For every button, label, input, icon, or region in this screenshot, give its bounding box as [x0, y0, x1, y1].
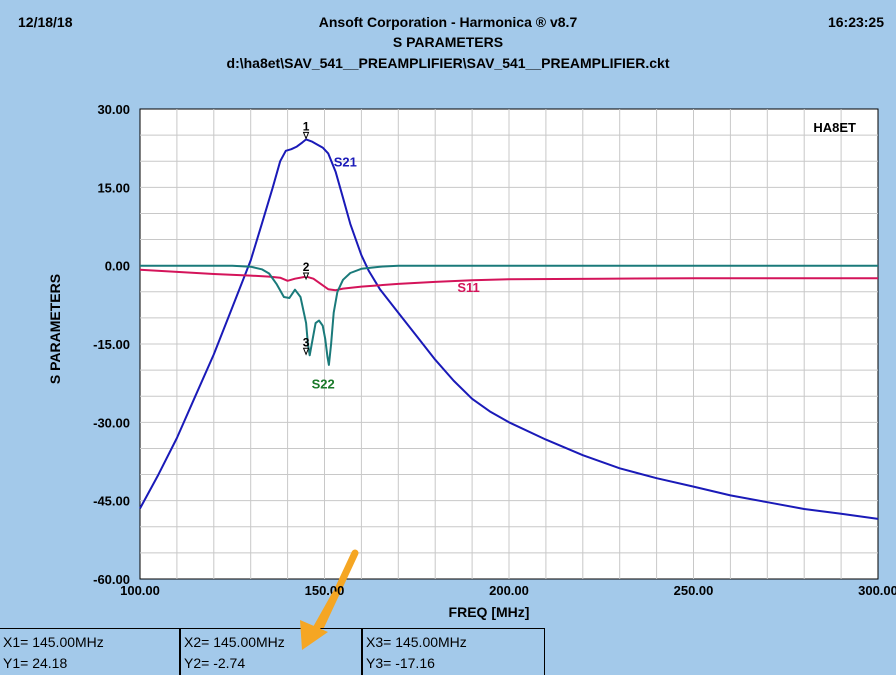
grid-lines [140, 109, 878, 579]
label-group: S21 S11 S22 [312, 154, 480, 391]
marker-3-label: 3 [303, 335, 310, 349]
x-axis-label: FREQ [MHz] [449, 604, 530, 620]
marker-2-x: X2= 145.00MHz [184, 634, 285, 650]
x-tick-label: 150.00 [305, 583, 345, 598]
marker-2-readout: X2= 145.00MHz Y2= -2.74 [180, 628, 362, 675]
app-title: Ansoft Corporation - Harmonica ® v8.7 [318, 14, 578, 30]
time-label: 16:23:25 [827, 14, 884, 30]
series-group [139, 138, 879, 520]
date-label: 12/18/18 [18, 14, 73, 30]
x-tick-label: 300.00 [858, 583, 896, 598]
x-tick-label: 250.00 [674, 583, 714, 598]
chart-annotation: HA8ET [813, 120, 856, 135]
marker-2-y: Y2= -2.74 [184, 655, 246, 671]
marker-group: 1 2 3 [302, 119, 310, 356]
series-line-s11 [139, 268, 878, 292]
marker-1-label: 1 [303, 119, 310, 133]
marker-3-readout: X3= 145.00MHz Y3= -17.16 [362, 628, 545, 675]
y-tick-label: -30.00 [93, 415, 130, 430]
y-tick-label: -15.00 [93, 337, 130, 352]
y-axis-label: S PARAMETERS [47, 274, 63, 384]
s-parameter-chart: 1 2 3 S21 S11 S22 HA8ET FREQ [MHz] S PARAMET… [47, 102, 896, 628]
marker-3-y: Y3= -17.16 [366, 655, 435, 671]
marker-3-x: X3= 145.00MHz [366, 634, 467, 650]
marker-1-y: Y1= 24.18 [3, 655, 68, 671]
y-tick-label: 30.00 [97, 102, 130, 117]
series-label-s21: S21 [334, 154, 357, 169]
y-tick-label: 0.00 [105, 259, 130, 274]
y-tick-label: -45.00 [93, 494, 130, 509]
x-tick-label: 100.00 [120, 583, 160, 598]
y-tick-label: -60.00 [93, 572, 130, 587]
marker-1-icon [302, 131, 310, 140]
series-line-s22 [140, 264, 878, 366]
series-label-s11: S11 [457, 280, 479, 295]
marker-2-label: 2 [303, 260, 310, 274]
x-tick-label: 200.00 [489, 583, 529, 598]
marker-2-icon [302, 272, 310, 281]
marker-1-readout: X1= 145.00MHz Y1= 24.18 [0, 628, 180, 675]
series-line-s21 [139, 138, 879, 520]
series-label-s22: S22 [312, 376, 335, 391]
graph-title: S PARAMETERS [392, 34, 504, 50]
marker-3-icon [302, 347, 310, 356]
y-tick-label: 15.00 [97, 180, 130, 195]
file-path: d:\ha8et\SAV_541__PREAMPLIFIER\SAV_541__… [226, 55, 670, 71]
marker-1-x: X1= 145.00MHz [3, 634, 104, 650]
